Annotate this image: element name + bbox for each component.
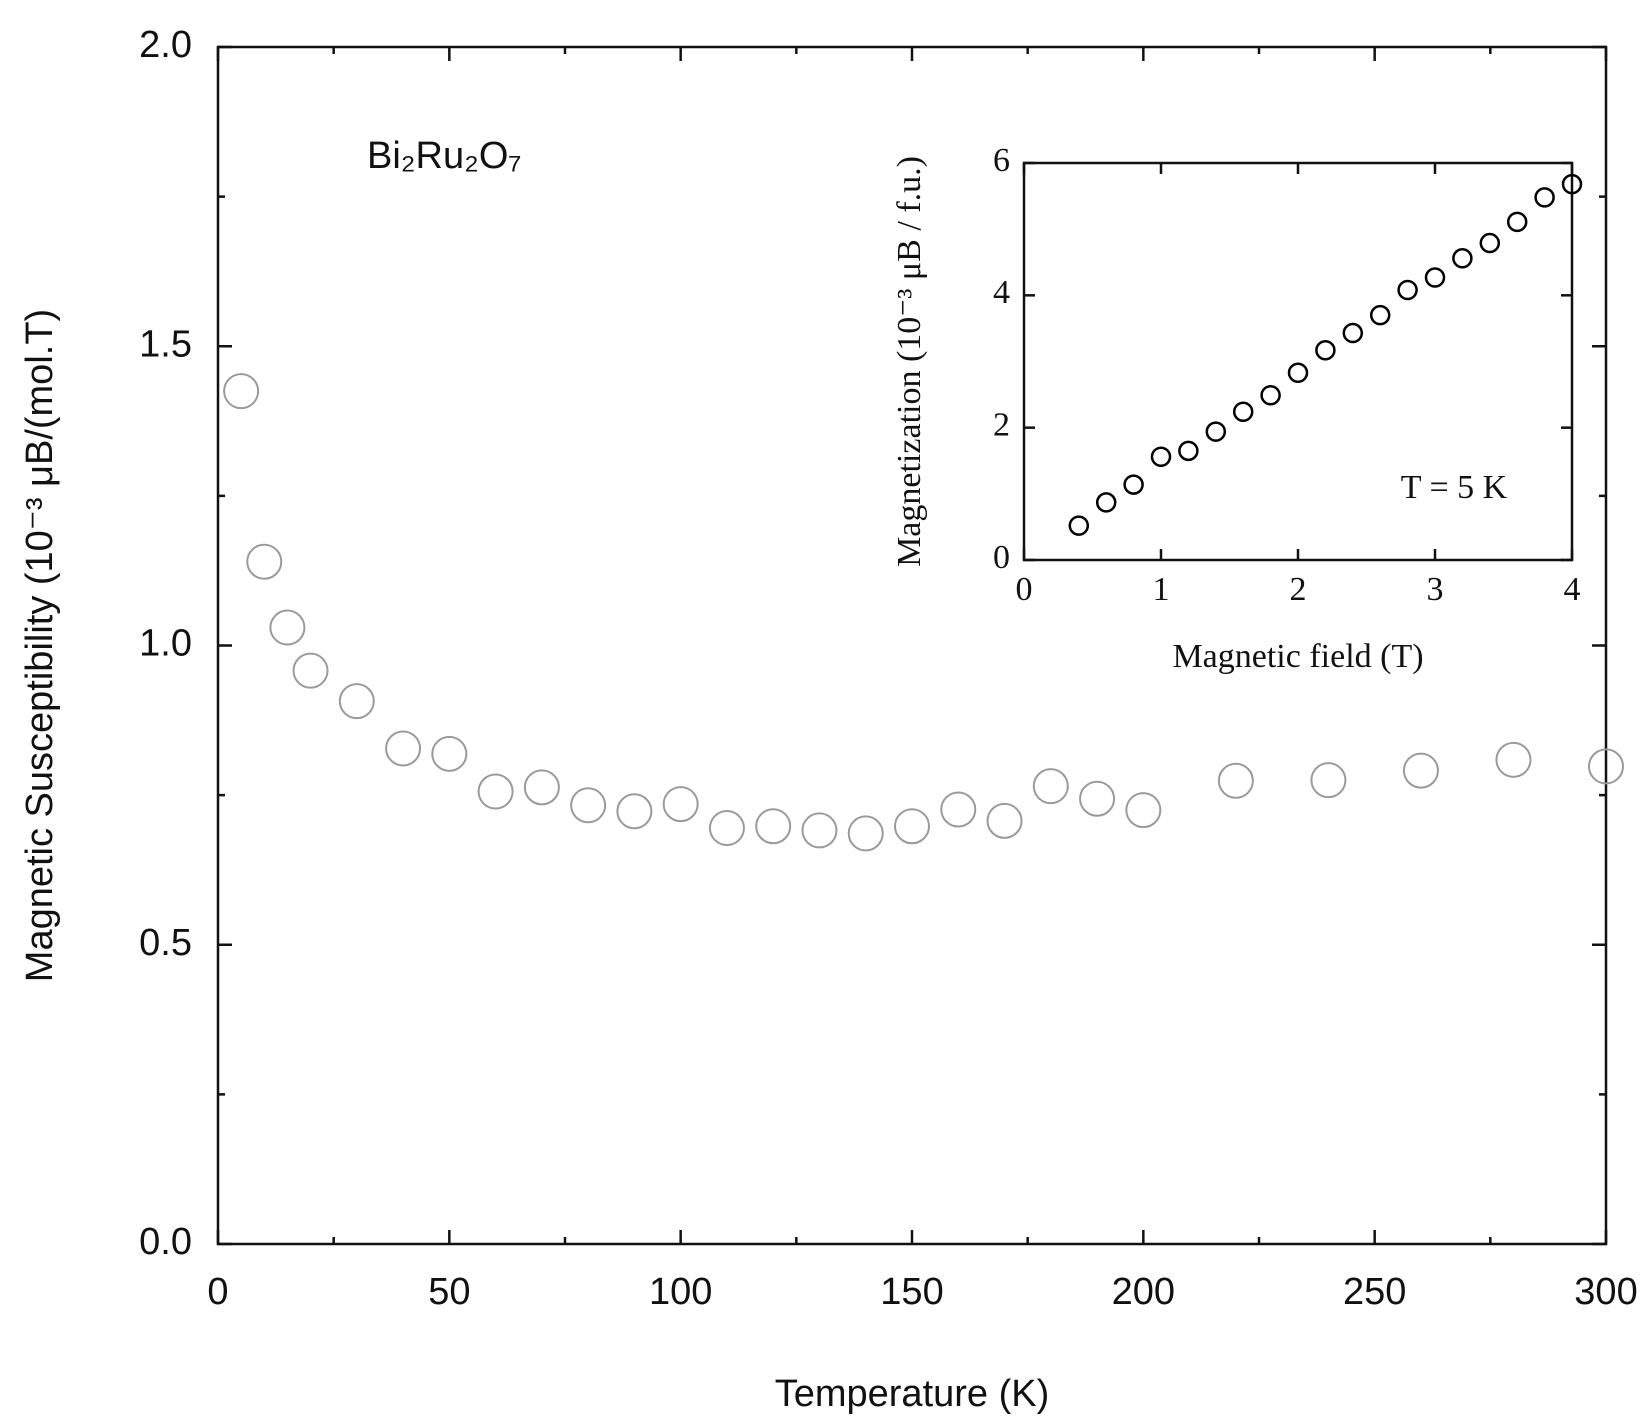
- data-point: [1032, 768, 1069, 805]
- data-point: [894, 808, 930, 845]
- data-point: [1534, 187, 1555, 208]
- data-point: [1310, 762, 1347, 799]
- x-axis-label: Magnetic field (T): [1172, 638, 1423, 675]
- chart-title: Bi₂Ru₂O₇: [367, 135, 522, 177]
- data-point: [1369, 304, 1391, 326]
- data-point: [1424, 267, 1446, 288]
- data-point: [1217, 762, 1254, 799]
- data-point: [1095, 492, 1117, 513]
- data-point: [1452, 248, 1473, 269]
- data-point: [1150, 446, 1172, 468]
- x-tick-label: 250: [1343, 1271, 1406, 1313]
- x-axis-label: Temperature (K): [775, 1373, 1050, 1415]
- data-point: [708, 810, 745, 847]
- y-tick-label: 0: [993, 539, 1010, 576]
- x-tick-label: 50: [428, 1271, 470, 1313]
- data-point: [246, 543, 283, 580]
- data-point: [1125, 792, 1162, 829]
- x-tick-label: 0: [207, 1271, 228, 1313]
- data-point: [269, 609, 306, 646]
- data-point: [1402, 752, 1439, 789]
- data-point: [1495, 741, 1532, 778]
- inset-chart: 0 1 2 3 4 0 2 4 6 Magnetic field (T) Magnetization…: [891, 142, 1583, 675]
- x-tick-label: 0: [1016, 571, 1033, 608]
- data-point: [616, 793, 653, 830]
- data-point: [1588, 748, 1624, 785]
- data-point: [1232, 401, 1254, 423]
- y-tick-label: 4: [993, 274, 1010, 311]
- main-chart: 0 50 100 150 200 250 3000.00.51.01.52.0Tempera…: [19, 24, 1638, 1415]
- data-point: [1260, 384, 1281, 406]
- x-tick-label: 3: [1427, 571, 1444, 608]
- data-point: [662, 786, 699, 823]
- y-tick-label: 2.0: [139, 24, 192, 66]
- data-point: [1506, 211, 1528, 233]
- data-point: [431, 735, 468, 772]
- data-point: [1079, 780, 1116, 817]
- data-point: [1205, 421, 1227, 442]
- data-point: [801, 812, 838, 849]
- data-point: [755, 808, 792, 845]
- data-point: [1068, 515, 1090, 536]
- x-tick-label: 200: [1112, 1271, 1175, 1313]
- y-tick-label: 0.0: [139, 1221, 192, 1263]
- x-tick-label: 2: [1290, 571, 1307, 608]
- data-point: [1342, 322, 1364, 344]
- x-tick-label: 300: [1574, 1271, 1637, 1313]
- data-point: [847, 815, 884, 852]
- y-tick-label: 1.5: [139, 323, 192, 365]
- x-tick-label: 4: [1564, 571, 1581, 608]
- annotation: T = 5 K: [1401, 469, 1508, 506]
- data-point: [1479, 232, 1501, 254]
- data-point: [523, 769, 560, 806]
- data-point: [1287, 362, 1309, 383]
- data-point: [940, 791, 977, 828]
- data-point: [986, 802, 1023, 839]
- y-axis-label: Magnetization (10⁻³ μB / f.u.): [891, 156, 928, 567]
- data-point: [1315, 340, 1336, 361]
- data-point: [570, 787, 607, 824]
- data-point: [338, 683, 375, 720]
- y-axis-label: Magnetic Susceptibility (10⁻³ μB/(mol.T): [19, 309, 61, 982]
- x-tick-label: 1: [1153, 571, 1170, 608]
- data-point: [1178, 440, 1199, 462]
- data-point: [1561, 173, 1583, 195]
- y-tick-label: 1.0: [139, 623, 192, 665]
- x-tick-label: 150: [880, 1271, 943, 1313]
- data-point: [477, 773, 514, 810]
- data-point: [1123, 474, 1144, 495]
- data-point: [223, 373, 260, 410]
- data-point: [292, 652, 329, 689]
- data-point: [385, 730, 422, 767]
- x-tick-label: 100: [649, 1271, 712, 1313]
- y-tick-label: 2: [993, 406, 1010, 443]
- y-tick-label: 0.5: [139, 922, 192, 964]
- data-point: [1397, 279, 1418, 301]
- y-tick-label: 6: [993, 142, 1010, 179]
